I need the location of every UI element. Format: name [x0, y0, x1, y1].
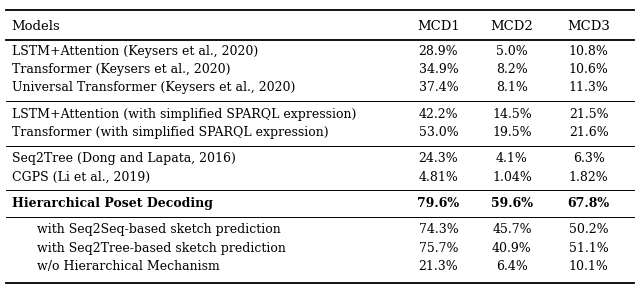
Text: 37.4%: 37.4%: [419, 81, 458, 94]
Text: 8.1%: 8.1%: [496, 81, 528, 94]
Text: 74.3%: 74.3%: [419, 223, 458, 236]
Text: 42.2%: 42.2%: [419, 108, 458, 120]
Text: 75.7%: 75.7%: [419, 242, 458, 255]
Text: Transformer (Keysers et al., 2020): Transformer (Keysers et al., 2020): [12, 63, 230, 76]
Text: 51.1%: 51.1%: [569, 242, 609, 255]
Text: MCD3: MCD3: [568, 20, 610, 33]
Text: 40.9%: 40.9%: [492, 242, 532, 255]
Text: CGPS (Li et al., 2019): CGPS (Li et al., 2019): [12, 171, 150, 184]
Text: 1.04%: 1.04%: [492, 171, 532, 184]
Text: 8.2%: 8.2%: [496, 63, 528, 76]
Text: Models: Models: [12, 20, 60, 33]
Text: 34.9%: 34.9%: [419, 63, 458, 76]
Text: 67.8%: 67.8%: [568, 197, 610, 210]
Text: 28.9%: 28.9%: [419, 45, 458, 58]
Text: 11.3%: 11.3%: [569, 81, 609, 94]
Text: 4.81%: 4.81%: [419, 171, 458, 184]
Text: MCD2: MCD2: [491, 20, 533, 33]
Text: 19.5%: 19.5%: [492, 126, 532, 139]
Text: 21.5%: 21.5%: [569, 108, 609, 120]
Text: LSTM+Attention (Keysers et al., 2020): LSTM+Attention (Keysers et al., 2020): [12, 45, 258, 58]
Text: with Seq2Tree-based sketch prediction: with Seq2Tree-based sketch prediction: [37, 242, 286, 255]
Text: with Seq2Seq-based sketch prediction: with Seq2Seq-based sketch prediction: [37, 223, 281, 236]
Text: Transformer (with simplified SPARQL expression): Transformer (with simplified SPARQL expr…: [12, 126, 328, 139]
Text: 79.6%: 79.6%: [417, 197, 460, 210]
Text: 5.0%: 5.0%: [496, 45, 528, 58]
Text: MCD1: MCD1: [417, 20, 460, 33]
Text: 4.1%: 4.1%: [496, 152, 528, 165]
Text: 53.0%: 53.0%: [419, 126, 458, 139]
Text: 10.1%: 10.1%: [569, 260, 609, 273]
Text: 59.6%: 59.6%: [491, 197, 533, 210]
Text: 21.3%: 21.3%: [419, 260, 458, 273]
Text: 14.5%: 14.5%: [492, 108, 532, 120]
Text: 10.8%: 10.8%: [569, 45, 609, 58]
Text: 21.6%: 21.6%: [569, 126, 609, 139]
Text: 10.6%: 10.6%: [569, 63, 609, 76]
Text: 1.82%: 1.82%: [569, 171, 609, 184]
Text: LSTM+Attention (with simplified SPARQL expression): LSTM+Attention (with simplified SPARQL e…: [12, 108, 356, 120]
Text: 50.2%: 50.2%: [569, 223, 609, 236]
Text: Hierarchical Poset Decoding: Hierarchical Poset Decoding: [12, 197, 212, 210]
Text: 45.7%: 45.7%: [492, 223, 532, 236]
Text: Universal Transformer (Keysers et al., 2020): Universal Transformer (Keysers et al., 2…: [12, 81, 295, 94]
Text: 6.4%: 6.4%: [496, 260, 528, 273]
Text: 6.3%: 6.3%: [573, 152, 605, 165]
Text: 24.3%: 24.3%: [419, 152, 458, 165]
Text: Seq2Tree (Dong and Lapata, 2016): Seq2Tree (Dong and Lapata, 2016): [12, 152, 236, 165]
Text: w/o Hierarchical Mechanism: w/o Hierarchical Mechanism: [37, 260, 220, 273]
